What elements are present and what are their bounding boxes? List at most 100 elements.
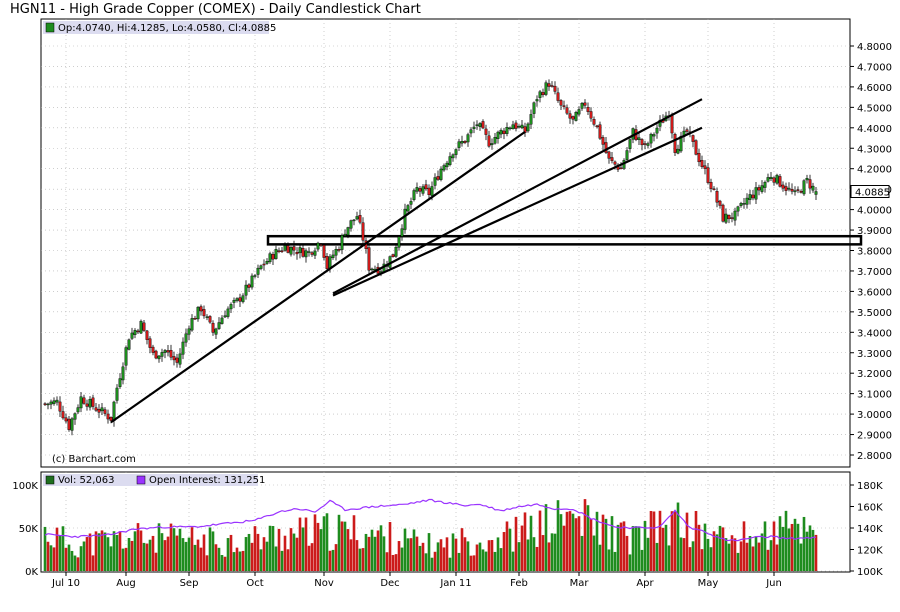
- volume-bar: [658, 510, 662, 571]
- volume-bar: [253, 526, 257, 571]
- volume-bar: [709, 547, 713, 571]
- volume-bar: [736, 552, 740, 571]
- candle-body: [535, 99, 539, 102]
- volume-bar: [319, 529, 323, 571]
- open-interest-tick-label: 180K: [857, 481, 883, 492]
- candle-body: [439, 168, 443, 180]
- volume-bar: [100, 530, 104, 571]
- volume-bar: [574, 518, 578, 571]
- volume-bar: [388, 522, 392, 571]
- volume-bar: [394, 554, 398, 571]
- volume-bar: [343, 521, 347, 571]
- volume-bar: [763, 521, 767, 571]
- volume-bar: [133, 531, 137, 571]
- candle-body: [565, 107, 569, 114]
- volume-bar: [541, 535, 545, 571]
- volume-bar: [427, 533, 431, 571]
- volume-bar: [781, 526, 785, 571]
- volume-bar: [166, 536, 170, 571]
- candle-body: [604, 142, 608, 153]
- candle-body: [295, 252, 299, 255]
- volume-bar: [766, 549, 770, 571]
- candle-body: [547, 83, 551, 87]
- candle-body: [205, 316, 209, 318]
- candle-body: [91, 397, 95, 407]
- volume-bar: [502, 532, 506, 571]
- candle-body: [250, 275, 254, 288]
- candle-body: [289, 247, 293, 255]
- volume-bar: [400, 547, 404, 571]
- candle-body: [451, 154, 455, 159]
- open-interest-tick-label: 160K: [857, 503, 883, 514]
- candle-body: [601, 137, 605, 145]
- volume-bar: [373, 536, 377, 571]
- volume-bar: [292, 533, 296, 571]
- open-interest-axis-labels: 180K 160K 140K 120K 100K: [850, 481, 883, 578]
- price-tick-label: 4.2000: [857, 165, 892, 176]
- volume-bar: [157, 523, 161, 571]
- candle-body: [127, 339, 131, 350]
- candle-body: [769, 176, 773, 179]
- candle-body: [307, 251, 311, 253]
- volume-bar: [649, 510, 653, 571]
- candle-body: [292, 246, 296, 251]
- volume-bar: [361, 548, 365, 571]
- candle-body: [190, 318, 194, 331]
- chart-title: HGN11 - High Grade Copper (COMEX) - Dail…: [10, 2, 421, 17]
- volume-bar: [442, 547, 446, 571]
- volume-bar: [238, 551, 242, 571]
- volume-bar: [322, 516, 326, 571]
- candle-body: [544, 82, 548, 95]
- volume-bar: [769, 540, 773, 571]
- price-tick-label: 3.8000: [857, 247, 892, 258]
- volume-bar: [205, 555, 209, 571]
- candle-body: [706, 167, 710, 183]
- volume-bar: [613, 551, 617, 571]
- volume-bar: [148, 539, 152, 571]
- candle-body: [685, 129, 689, 132]
- volume-bar: [511, 551, 515, 571]
- volume-bar: [685, 512, 689, 571]
- candle-body: [58, 401, 62, 412]
- candlestick-series: [43, 79, 818, 436]
- candle-body: [370, 268, 374, 271]
- candle-body: [694, 140, 698, 155]
- candle-body: [637, 137, 641, 140]
- volume-bar: [661, 527, 665, 571]
- candle-body: [460, 141, 464, 144]
- candle-body: [793, 190, 797, 193]
- volume-bar: [217, 547, 221, 571]
- price-tick-label: 3.9000: [857, 226, 892, 237]
- candle-body: [487, 135, 491, 147]
- volume-bar: [640, 549, 644, 571]
- date-tick-label: Feb: [510, 578, 528, 589]
- volume-bar: [703, 523, 707, 571]
- volume-bar: [160, 533, 164, 571]
- candle-body: [52, 400, 56, 404]
- open-interest-legend-text: Open Interest: 131,251: [149, 475, 265, 486]
- candle-body: [730, 217, 734, 219]
- candle-body: [628, 139, 632, 149]
- volume-bar: [142, 542, 146, 571]
- candle-body: [598, 124, 602, 139]
- volume-bar: [799, 543, 803, 571]
- candle-body: [514, 122, 518, 129]
- date-tick-label: Mar: [570, 578, 590, 589]
- candle-body: [529, 114, 533, 125]
- candle-body: [784, 186, 788, 191]
- volume-bar: [43, 526, 47, 571]
- volume-bar: [691, 541, 695, 571]
- candle-body: [430, 186, 434, 196]
- volume-bar: [505, 521, 509, 571]
- candle-body: [595, 125, 599, 128]
- volume-bar: [754, 536, 758, 571]
- candle-body: [526, 123, 530, 132]
- volume-grid: [41, 484, 850, 572]
- price-panel: [40, 18, 851, 468]
- volume-bar: [550, 533, 554, 571]
- volume-bar: [289, 528, 293, 571]
- volume-bar: [424, 553, 428, 571]
- volume-bar: [385, 552, 389, 571]
- candle-body: [274, 249, 278, 259]
